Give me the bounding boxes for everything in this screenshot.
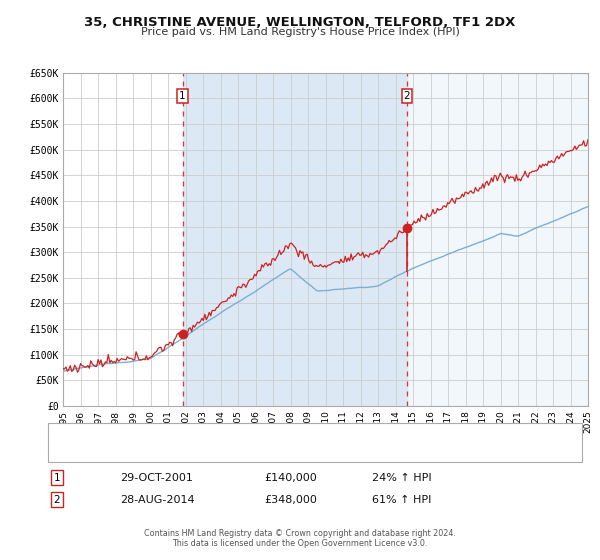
Text: 2: 2	[404, 91, 410, 101]
Text: 61% ↑ HPI: 61% ↑ HPI	[372, 494, 431, 505]
Text: Price paid vs. HM Land Registry's House Price Index (HPI): Price paid vs. HM Land Registry's House …	[140, 27, 460, 37]
Text: £348,000: £348,000	[264, 494, 317, 505]
Text: 1: 1	[179, 91, 186, 101]
Text: 24% ↑ HPI: 24% ↑ HPI	[372, 473, 431, 483]
Text: 28-AUG-2014: 28-AUG-2014	[120, 494, 194, 505]
Text: 29-OCT-2001: 29-OCT-2001	[120, 473, 193, 483]
Text: This data is licensed under the Open Government Licence v3.0.: This data is licensed under the Open Gov…	[172, 539, 428, 548]
Text: £140,000: £140,000	[264, 473, 317, 483]
Bar	[182, 73, 407, 406]
Text: 1: 1	[53, 473, 61, 483]
Text: 2: 2	[53, 494, 61, 505]
Text: 35, CHRISTINE AVENUE, WELLINGTON, TELFORD, TF1 2DX (detached house): 35, CHRISTINE AVENUE, WELLINGTON, TELFOR…	[105, 426, 465, 435]
Bar	[407, 73, 588, 406]
Text: 35, CHRISTINE AVENUE, WELLINGTON, TELFORD, TF1 2DX: 35, CHRISTINE AVENUE, WELLINGTON, TELFOR…	[85, 16, 515, 29]
Text: Contains HM Land Registry data © Crown copyright and database right 2024.: Contains HM Land Registry data © Crown c…	[144, 529, 456, 538]
Text: HPI: Average price, detached house, Telford and Wrekin: HPI: Average price, detached house, Telf…	[105, 448, 369, 457]
